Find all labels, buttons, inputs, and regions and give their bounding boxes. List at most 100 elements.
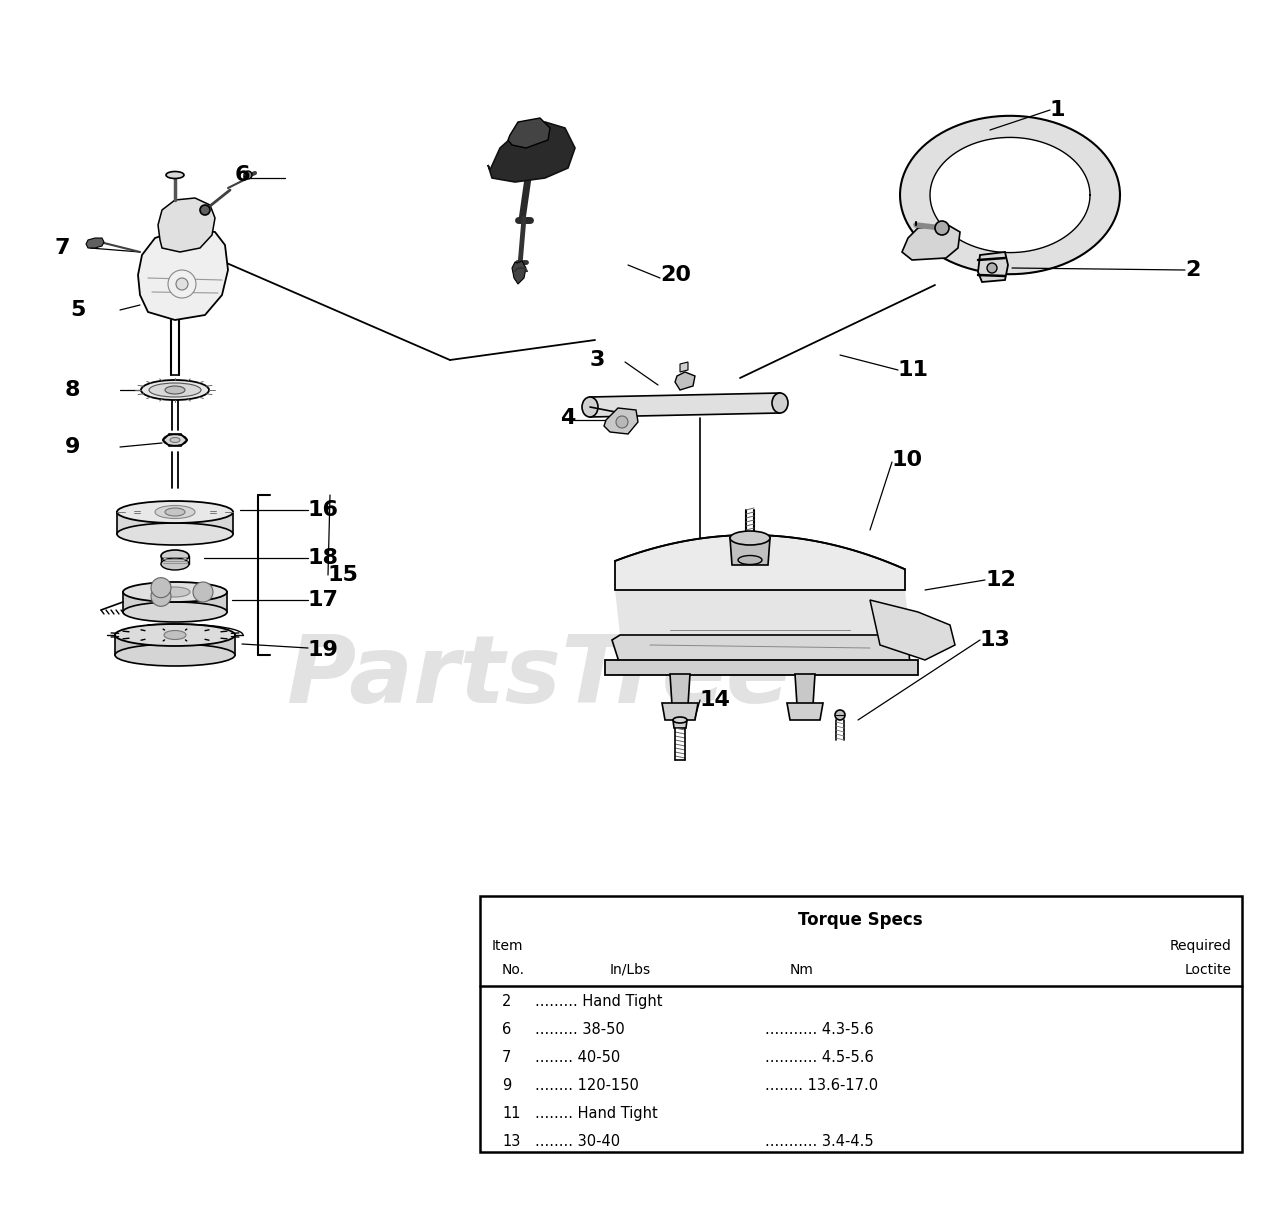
Text: 17: 17 <box>308 590 339 610</box>
Text: ........ Hand Tight: ........ Hand Tight <box>535 1107 658 1121</box>
Text: 14: 14 <box>700 690 731 709</box>
Polygon shape <box>512 261 526 284</box>
Text: 4: 4 <box>561 408 576 428</box>
Circle shape <box>934 221 948 235</box>
Circle shape <box>151 586 172 606</box>
Polygon shape <box>787 703 823 720</box>
Polygon shape <box>870 600 955 659</box>
Text: PartsTree: PartsTree <box>285 630 790 723</box>
Polygon shape <box>488 122 575 182</box>
Polygon shape <box>730 538 771 564</box>
Ellipse shape <box>170 438 180 442</box>
Ellipse shape <box>739 556 762 564</box>
Text: Nm: Nm <box>790 963 814 976</box>
Text: 2: 2 <box>502 995 512 1009</box>
Polygon shape <box>590 393 780 417</box>
Polygon shape <box>795 674 815 705</box>
Text: 1: 1 <box>1050 100 1065 119</box>
Polygon shape <box>612 635 910 666</box>
Ellipse shape <box>141 380 209 400</box>
Text: 3: 3 <box>590 350 605 371</box>
Text: 6: 6 <box>236 165 251 185</box>
Circle shape <box>168 269 196 297</box>
Bar <box>480 896 1242 1152</box>
Polygon shape <box>902 226 960 260</box>
Ellipse shape <box>730 531 771 545</box>
Text: TM: TM <box>722 641 744 656</box>
Text: Required: Required <box>1170 939 1231 953</box>
Text: Item: Item <box>492 939 524 953</box>
Polygon shape <box>116 512 233 534</box>
Circle shape <box>177 278 188 290</box>
Text: 6: 6 <box>502 1023 511 1037</box>
Text: ......... Hand Tight: ......... Hand Tight <box>535 995 663 1009</box>
Circle shape <box>244 171 252 179</box>
Ellipse shape <box>123 581 227 602</box>
Text: 8: 8 <box>65 380 81 400</box>
Polygon shape <box>673 720 687 728</box>
Text: No.: No. <box>502 963 525 976</box>
Text: 7: 7 <box>55 238 70 258</box>
Text: 10: 10 <box>892 450 923 471</box>
Polygon shape <box>978 252 1009 282</box>
Text: Torque Specs: Torque Specs <box>799 911 923 929</box>
Ellipse shape <box>163 434 187 445</box>
Ellipse shape <box>582 397 598 417</box>
Ellipse shape <box>772 393 788 413</box>
Ellipse shape <box>164 630 186 640</box>
Text: 5: 5 <box>70 300 86 321</box>
Polygon shape <box>138 228 228 321</box>
Text: 11: 11 <box>502 1107 521 1121</box>
Polygon shape <box>508 118 550 147</box>
Ellipse shape <box>161 558 189 570</box>
Text: 12: 12 <box>986 570 1016 590</box>
Circle shape <box>835 709 845 720</box>
Circle shape <box>151 578 172 597</box>
Ellipse shape <box>160 588 189 597</box>
Ellipse shape <box>123 602 227 622</box>
Circle shape <box>200 205 210 215</box>
Polygon shape <box>115 635 236 655</box>
Ellipse shape <box>116 523 233 545</box>
Ellipse shape <box>116 501 233 523</box>
Ellipse shape <box>155 506 195 518</box>
Text: 18: 18 <box>308 549 339 568</box>
Text: ........ 120-150: ........ 120-150 <box>535 1079 639 1093</box>
Text: 13: 13 <box>502 1135 521 1150</box>
Ellipse shape <box>166 172 184 178</box>
Text: 7: 7 <box>502 1051 512 1065</box>
Text: 2: 2 <box>1185 260 1201 280</box>
Polygon shape <box>605 659 918 675</box>
Text: 9: 9 <box>502 1079 511 1093</box>
PathPatch shape <box>900 116 1120 274</box>
Circle shape <box>987 263 997 273</box>
Circle shape <box>616 416 628 428</box>
Ellipse shape <box>165 508 186 516</box>
Polygon shape <box>86 238 104 247</box>
Text: 9: 9 <box>65 436 81 457</box>
Text: ........ 40-50: ........ 40-50 <box>535 1051 621 1065</box>
Ellipse shape <box>161 550 189 562</box>
Polygon shape <box>662 703 698 720</box>
Text: 13: 13 <box>980 630 1011 650</box>
Text: 15: 15 <box>328 564 358 585</box>
Polygon shape <box>669 674 690 705</box>
Text: ........ 30-40: ........ 30-40 <box>535 1135 620 1150</box>
Text: ........ 13.6-17.0: ........ 13.6-17.0 <box>765 1079 878 1093</box>
Text: 11: 11 <box>899 360 929 380</box>
Ellipse shape <box>673 717 687 723</box>
Polygon shape <box>614 535 905 590</box>
Text: ......... 38-50: ......... 38-50 <box>535 1023 625 1037</box>
Ellipse shape <box>148 383 201 397</box>
Text: 19: 19 <box>308 640 339 659</box>
Text: 16: 16 <box>308 500 339 521</box>
Text: ........... 4.3-5.6: ........... 4.3-5.6 <box>765 1023 874 1037</box>
Text: In/Lbs: In/Lbs <box>611 963 652 976</box>
Text: 20: 20 <box>660 265 691 285</box>
Polygon shape <box>680 362 689 372</box>
Ellipse shape <box>115 644 236 666</box>
Circle shape <box>193 581 212 602</box>
Polygon shape <box>123 592 227 612</box>
Polygon shape <box>614 590 910 635</box>
Ellipse shape <box>115 624 236 646</box>
